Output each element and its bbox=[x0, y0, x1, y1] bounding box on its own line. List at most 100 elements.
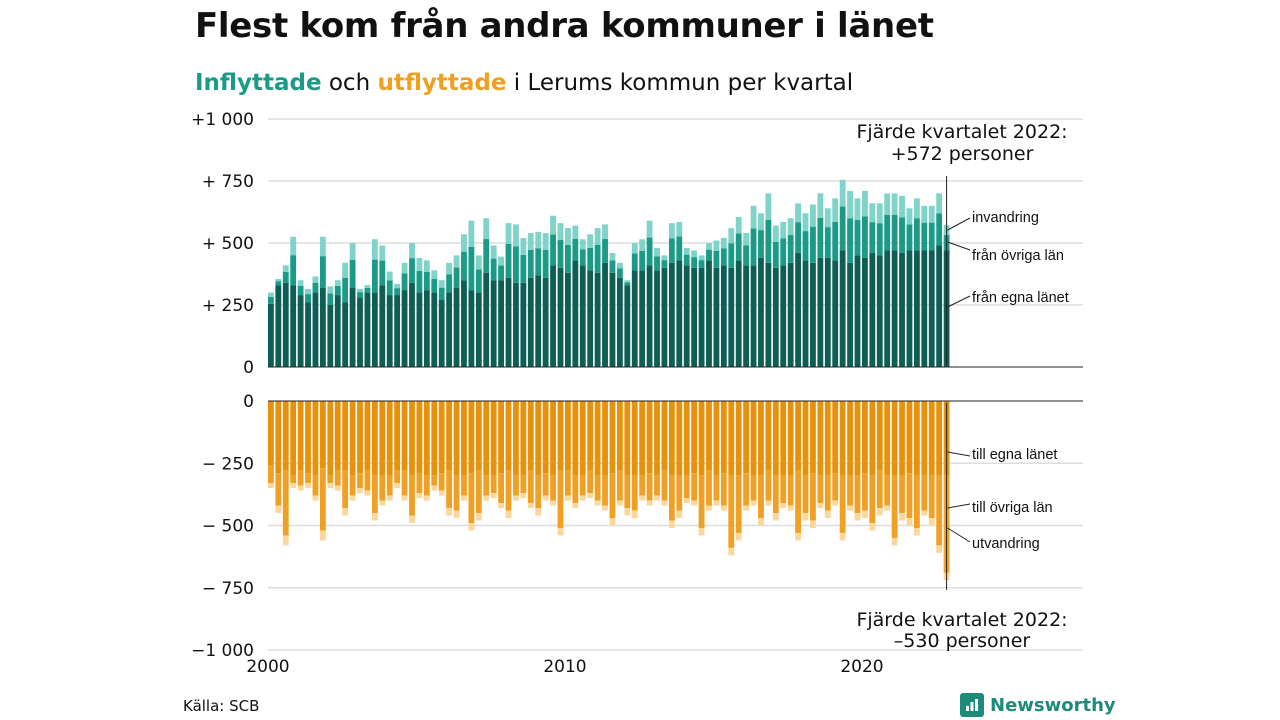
bar-in-abroad bbox=[379, 245, 386, 261]
bar-in-other bbox=[683, 254, 690, 266]
bar-in-own bbox=[772, 267, 779, 367]
bar-in-abroad bbox=[565, 228, 571, 245]
bar-in-own bbox=[668, 262, 675, 367]
x-tick-label: 2010 bbox=[543, 657, 586, 677]
bar-in-abroad bbox=[862, 190, 868, 217]
bar-in-abroad bbox=[520, 238, 527, 255]
bar-out-other bbox=[847, 475, 853, 506]
bar-out-own bbox=[876, 401, 883, 471]
bar-in-own bbox=[862, 257, 868, 367]
bar-in-abroad bbox=[936, 193, 943, 214]
bar-in-abroad bbox=[839, 179, 846, 207]
axes: +1 000 + 750 + 500 + 250 0 0 − 250 − 500 − 750 −1… bbox=[191, 110, 1083, 677]
bar-out-other bbox=[550, 475, 556, 501]
bar-out-abroad bbox=[572, 503, 579, 509]
bar-in-other bbox=[899, 217, 905, 253]
bar-out-own bbox=[275, 401, 282, 474]
bar-out-abroad bbox=[847, 505, 853, 511]
x-tick-label: 2000 bbox=[246, 657, 289, 677]
bar-in-other bbox=[557, 240, 564, 268]
bar-in-own bbox=[579, 265, 586, 367]
bar-out-abroad bbox=[438, 490, 445, 496]
bar-out-own bbox=[921, 401, 928, 476]
bar-out-abroad bbox=[371, 513, 378, 521]
bar-out-other bbox=[542, 473, 549, 496]
bar-in-own bbox=[631, 270, 638, 367]
bar-in-other bbox=[795, 222, 801, 253]
bar-out-abroad bbox=[453, 510, 460, 519]
bar-out-other bbox=[899, 475, 905, 514]
bar-out-other bbox=[453, 475, 460, 511]
bar-in-abroad bbox=[342, 262, 349, 278]
bar-out-own bbox=[913, 401, 920, 476]
bar-in-abroad bbox=[802, 213, 809, 232]
bar-in-other bbox=[542, 249, 549, 278]
bar-out-own bbox=[594, 401, 601, 476]
bar-in-abroad bbox=[832, 198, 839, 222]
bar-out-own bbox=[639, 401, 646, 476]
bar-out-own bbox=[891, 401, 898, 476]
bar-out-abroad bbox=[475, 513, 482, 521]
bar-in-abroad bbox=[876, 203, 883, 224]
bar-in-other bbox=[602, 239, 608, 263]
bar-in-other bbox=[438, 287, 445, 301]
bar-out-other bbox=[913, 475, 920, 528]
bar-in-own bbox=[297, 295, 304, 367]
bar-out-abroad bbox=[758, 518, 764, 526]
bar-in-other bbox=[319, 256, 326, 288]
bar-in-other bbox=[869, 222, 876, 253]
bar-out-other bbox=[624, 475, 631, 509]
series-pointer-bottom bbox=[947, 527, 971, 543]
bar-in-other bbox=[884, 214, 891, 251]
y-tick-label-top: 0 bbox=[243, 358, 254, 378]
bar-in-own bbox=[780, 265, 787, 367]
bar-in-abroad bbox=[572, 225, 579, 239]
bar-out-abroad bbox=[505, 510, 512, 519]
bar-out-other bbox=[349, 475, 356, 496]
bar-out-own bbox=[587, 401, 594, 471]
bar-out-own bbox=[795, 401, 801, 471]
bar-out-abroad bbox=[646, 500, 653, 506]
bar-out-own bbox=[572, 401, 579, 476]
series-pointer-top bbox=[947, 217, 971, 231]
bar-in-other bbox=[579, 249, 586, 266]
bar-in-other bbox=[290, 255, 297, 286]
y-tick-label-bottom: 0 bbox=[243, 392, 254, 412]
bar-out-other bbox=[706, 470, 712, 506]
bar-in-other bbox=[475, 269, 482, 293]
bar-chart-logo-icon bbox=[960, 693, 984, 717]
bar-out-own bbox=[319, 401, 326, 469]
bar-in-abroad bbox=[624, 280, 631, 283]
bar-out-other bbox=[936, 475, 943, 546]
bar-in-abroad bbox=[409, 243, 415, 259]
bar-in-own bbox=[401, 290, 408, 367]
bar-in-abroad bbox=[713, 240, 720, 251]
bar-in-other bbox=[513, 246, 519, 283]
bar-out-other bbox=[646, 473, 653, 501]
bar-in-abroad bbox=[758, 213, 764, 231]
bar-out-abroad bbox=[557, 527, 564, 536]
bar-out-abroad bbox=[772, 513, 779, 521]
callout-top-line2: +572 personer bbox=[891, 143, 1034, 165]
bar-in-abroad bbox=[327, 286, 334, 294]
bar-out-abroad bbox=[921, 510, 928, 516]
bar-in-abroad bbox=[364, 285, 371, 288]
bar-in-own bbox=[824, 257, 831, 367]
bar-in-own bbox=[527, 277, 534, 367]
bar-in-abroad bbox=[735, 216, 742, 234]
bar-in-own bbox=[795, 252, 801, 367]
bar-out-other bbox=[817, 475, 824, 504]
bar-in-other bbox=[668, 238, 675, 263]
bar-out-other bbox=[869, 475, 876, 524]
bar-out-abroad bbox=[728, 547, 735, 556]
bar-out-abroad bbox=[609, 518, 616, 526]
bar-in-other bbox=[379, 260, 386, 286]
bar-in-other bbox=[342, 277, 349, 303]
bar-out-own bbox=[691, 401, 698, 474]
bar-in-own bbox=[787, 262, 794, 367]
bar-in-own bbox=[706, 260, 712, 367]
bar-out-own bbox=[810, 401, 816, 474]
bar-in-abroad bbox=[513, 224, 519, 247]
bar-out-abroad bbox=[936, 545, 943, 553]
bar-out-other bbox=[698, 475, 705, 528]
